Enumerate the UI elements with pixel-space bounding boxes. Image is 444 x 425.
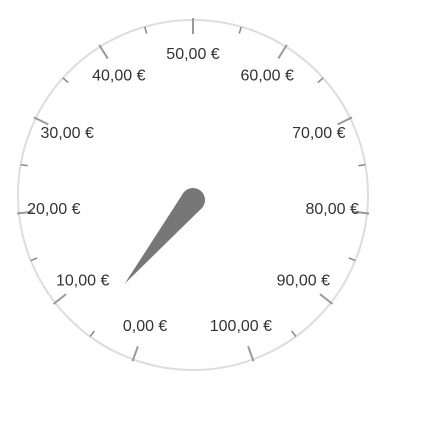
major-tick-70: [337, 116, 353, 126]
tick-label-40: 40,00 €: [92, 68, 145, 85]
minor-tick-65: [317, 77, 324, 84]
tick-label-80: 80,00 €: [306, 201, 359, 218]
tick-label-100: 100,00 €: [210, 318, 272, 335]
major-tick-10: [52, 293, 67, 305]
major-tick-0: [131, 345, 139, 362]
needle-hub: [181, 188, 205, 212]
tick-label-90: 90,00 €: [277, 272, 330, 289]
minor-tick-15: [30, 257, 38, 262]
tick-label-10: 10,00 €: [56, 272, 109, 289]
tick-label-30: 30,00 €: [41, 125, 94, 142]
tick-label-50: 50,00 €: [166, 46, 219, 63]
tick-label-60: 60,00 €: [241, 68, 294, 85]
needle-body: [124, 192, 203, 284]
minor-tick-5: [89, 330, 95, 338]
major-tick-40: [98, 44, 109, 60]
minor-tick-45: [144, 26, 148, 34]
minor-tick-55: [238, 26, 242, 34]
gauge-needle: [124, 188, 205, 284]
minor-tick-75: [358, 163, 366, 167]
minor-tick-25: [20, 163, 28, 167]
tick-label-0: 0,00 €: [123, 318, 168, 335]
major-tick-100: [247, 345, 255, 362]
major-tick-90: [319, 293, 334, 305]
major-tick-80: [352, 210, 370, 215]
tick-label-70: 70,00 €: [292, 125, 345, 142]
major-tick-30: [33, 116, 49, 126]
minor-tick-85: [348, 257, 356, 262]
tick-marks: [16, 18, 370, 362]
major-tick-60: [277, 44, 288, 60]
tick-label-20: 20,00 €: [27, 201, 80, 218]
tick-labels: 0,00 € 10,00 € 20,00 € 30,00 € 40,00 € 5…: [27, 46, 359, 335]
major-tick-20: [16, 210, 34, 215]
minor-tick-35: [62, 77, 69, 84]
minor-tick-95: [291, 330, 297, 338]
